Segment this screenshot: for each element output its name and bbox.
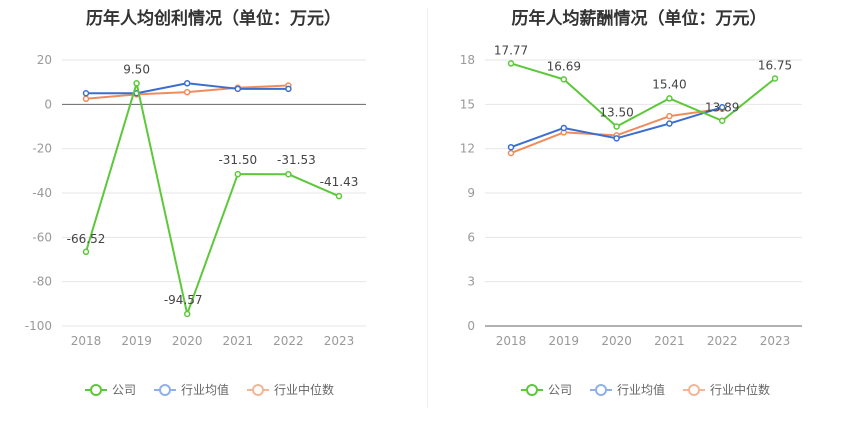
data-point-industry-avg bbox=[666, 120, 673, 127]
data-point-company bbox=[718, 117, 726, 124]
x-tick-label: 2023 bbox=[760, 334, 791, 348]
y-tick-label: 3 bbox=[467, 275, 475, 289]
x-tick-label: 2020 bbox=[601, 334, 632, 348]
y-tick-label: -60 bbox=[32, 230, 52, 244]
y-tick-label: 9 bbox=[467, 186, 475, 200]
data-point-company bbox=[613, 123, 620, 130]
legend-item-industry-avg[interactable]: 行业均值 bbox=[590, 383, 665, 397]
data-point-industry-avg bbox=[234, 85, 242, 93]
legend-marker-industry-median bbox=[247, 383, 270, 397]
data-label: -41.43 bbox=[320, 175, 359, 189]
data-point-industry-avg bbox=[560, 124, 568, 132]
data-point-company bbox=[285, 170, 292, 178]
profit-per-capita-chart: 20 0 -20 -40 -60 -80 -100 2018 2019 2020 2021 2022 2… bbox=[25, 53, 366, 348]
legend-label-industry-avg: 行业均值 bbox=[617, 383, 666, 397]
profit-chart-legend: 公司 行业均值 行业中位数 bbox=[85, 380, 352, 400]
data-point-company bbox=[507, 60, 515, 67]
data-point-company bbox=[666, 95, 673, 102]
legend-marker-company bbox=[521, 383, 543, 397]
data-point-industry-avg bbox=[285, 85, 292, 93]
y-tick-label: 12 bbox=[460, 142, 475, 156]
legend-marker-industry-avg bbox=[590, 383, 613, 397]
data-label: -66.52 bbox=[67, 232, 106, 246]
profit-chart-title: 历年人均创利情况（单位：万元） bbox=[86, 9, 341, 29]
legend-item-industry-avg[interactable]: 行业均值 bbox=[154, 383, 229, 397]
x-tick-label: 2022 bbox=[707, 334, 738, 348]
data-label: 16.75 bbox=[758, 58, 792, 72]
y-tick-label: 15 bbox=[460, 97, 475, 111]
y-tick-label: -100 bbox=[25, 319, 52, 333]
data-point-industry-avg bbox=[613, 135, 620, 142]
legend-marker-company bbox=[85, 383, 107, 397]
legend-label-company: 公司 bbox=[112, 383, 137, 397]
legend-marker-industry-avg bbox=[154, 383, 177, 397]
data-point-industry-median bbox=[183, 88, 191, 96]
data-point-company bbox=[234, 170, 242, 178]
x-tick-label: 2019 bbox=[121, 334, 152, 348]
data-point-industry-avg bbox=[82, 90, 90, 97]
series-line-company bbox=[510, 62, 776, 128]
data-label: 13.89 bbox=[705, 101, 739, 115]
x-tick-label: 2020 bbox=[172, 334, 203, 348]
data-label: -94.57 bbox=[164, 293, 203, 307]
legend-label-company: 公司 bbox=[548, 383, 573, 397]
data-point-company bbox=[560, 76, 568, 83]
data-point-industry-median bbox=[666, 112, 673, 120]
x-tick-label: 2019 bbox=[549, 334, 580, 348]
y-tick-label: 0 bbox=[467, 319, 475, 333]
y-tick-label: 20 bbox=[37, 53, 52, 67]
legend-item-industry-median[interactable]: 行业中位数 bbox=[683, 383, 770, 397]
data-point-company bbox=[771, 75, 779, 82]
x-tick-label: 2018 bbox=[496, 334, 527, 348]
salary-chart-title: 历年人均薪酬情况（单位：万元） bbox=[511, 9, 767, 29]
data-point-company bbox=[335, 192, 343, 200]
y-tick-label: -80 bbox=[32, 275, 52, 289]
y-tick-label: 0 bbox=[44, 97, 52, 111]
data-point-company bbox=[82, 248, 90, 256]
data-point-industry-median bbox=[507, 149, 515, 157]
data-label: 13.50 bbox=[599, 106, 633, 120]
y-tick-label: 6 bbox=[467, 230, 475, 244]
x-tick-label: 2022 bbox=[273, 334, 304, 348]
legend-label-industry-median: 行业中位数 bbox=[710, 383, 771, 397]
data-label: -31.53 bbox=[277, 153, 316, 167]
y-tick-label: -40 bbox=[32, 186, 52, 200]
data-point-company bbox=[183, 310, 191, 318]
legend-label-industry-avg: 行业均值 bbox=[181, 383, 230, 397]
data-point-company bbox=[133, 80, 140, 87]
data-label: -31.50 bbox=[218, 153, 257, 167]
salary-chart-legend: 公司 行业均值 行业中位数 bbox=[521, 380, 788, 400]
legend-item-company[interactable]: 公司 bbox=[521, 383, 572, 397]
data-point-industry-avg bbox=[507, 143, 515, 151]
legend-label-industry-median: 行业中位数 bbox=[274, 383, 335, 397]
x-tick-label: 2018 bbox=[71, 334, 102, 348]
x-tick-label: 2021 bbox=[223, 334, 254, 348]
data-label: 17.77 bbox=[494, 43, 528, 57]
data-label: 9.50 bbox=[123, 62, 150, 76]
chart-divider bbox=[427, 8, 428, 408]
y-tick-label: 18 bbox=[460, 53, 475, 67]
data-point-industry-avg bbox=[718, 104, 726, 111]
x-tick-label: 2023 bbox=[324, 334, 355, 348]
y-tick-label: -20 bbox=[32, 142, 52, 156]
legend-marker-industry-median bbox=[683, 383, 706, 397]
legend-item-company[interactable]: 公司 bbox=[85, 383, 136, 397]
data-label: 16.69 bbox=[547, 59, 581, 73]
series-line-company bbox=[85, 82, 340, 315]
data-point-industry-avg bbox=[183, 80, 191, 87]
legend-item-industry-median[interactable]: 行业中位数 bbox=[247, 383, 334, 397]
x-tick-label: 2021 bbox=[654, 334, 685, 348]
data-label: 15.40 bbox=[652, 77, 686, 91]
